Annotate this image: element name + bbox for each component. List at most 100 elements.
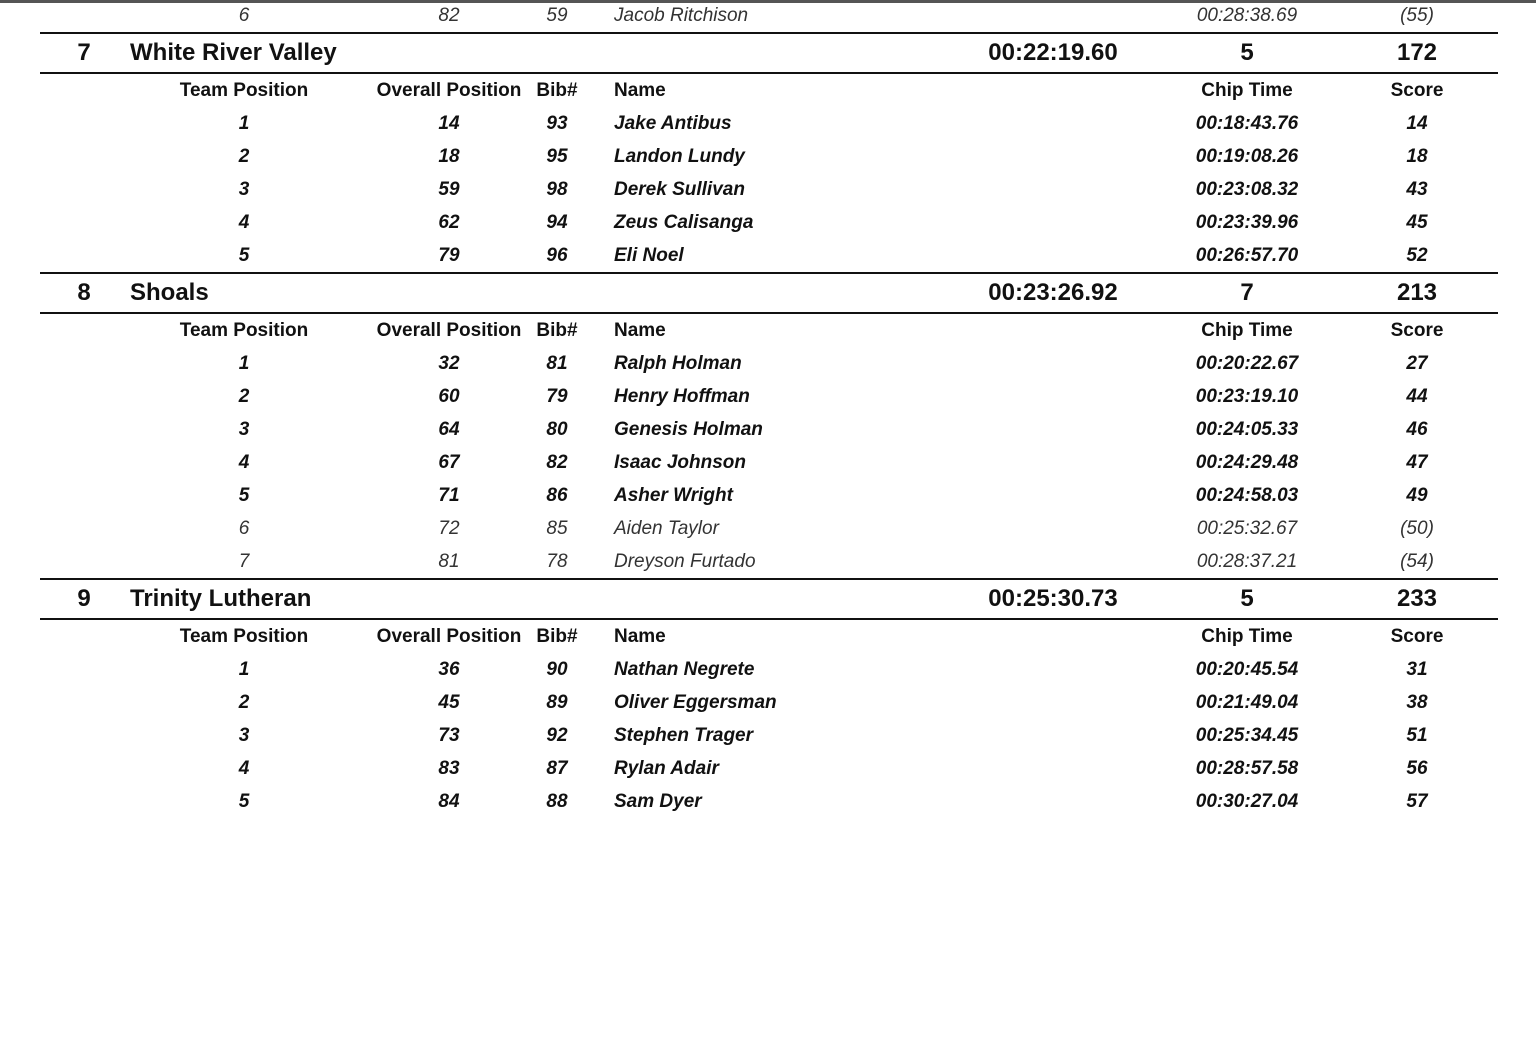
name-cell: Aiden Taylor — [614, 517, 719, 539]
chip-time-cell: 00:23:39.96 — [1195, 211, 1299, 233]
score-cell: 52 — [1406, 244, 1428, 266]
team-position-cell: 2 — [238, 385, 250, 407]
team-rank: 8 — [77, 279, 91, 306]
chip-time-cell: 00:30:27.04 — [1195, 790, 1299, 812]
overall-position-header: Overall Position — [376, 319, 522, 341]
score-cell: 27 — [1406, 352, 1428, 374]
team-position-cell: 3 — [238, 724, 250, 746]
overall-position-cell: 81 — [438, 550, 460, 572]
score-cell: 31 — [1406, 658, 1428, 680]
score-cell: 14 — [1406, 112, 1428, 134]
team-header: 8 Shoals 00:23:26.92 7 213 — [40, 272, 1498, 314]
name-cell: Dreyson Furtado — [614, 550, 756, 572]
runner-row: 2 60 79 Henry Hoffman 00:23:19.10 44 — [0, 380, 1536, 413]
bib-cell: 79 — [546, 385, 568, 407]
name-cell: Nathan Negrete — [614, 658, 755, 680]
overall-position-cell: 45 — [438, 691, 460, 713]
chip-time-header: Chip Time — [1201, 319, 1293, 341]
overall-position-cell: 36 — [438, 658, 460, 680]
runner-row: 1 14 93 Jake Antibus 00:18:43.76 14 — [0, 107, 1536, 140]
chip-time-cell: 00:23:08.32 — [1195, 178, 1299, 200]
chip-time-cell: 00:24:29.48 — [1195, 451, 1299, 473]
window-top-border — [0, 0, 1536, 3]
bib-header: Bib# — [536, 79, 578, 101]
overall-position-cell: 18 — [438, 145, 460, 167]
name-cell: Asher Wright — [614, 484, 733, 506]
team-runner-count: 5 — [1240, 39, 1254, 66]
team-name: White River Valley — [130, 39, 337, 66]
team-name: Shoals — [130, 279, 209, 306]
column-header-row: Team Position Overall Position Bib# Name Chi… — [0, 314, 1536, 347]
overall-position-cell: 79 — [438, 244, 460, 266]
bib-cell: 81 — [546, 352, 568, 374]
team-time: 00:25:30.73 — [988, 585, 1118, 612]
score-cell: 44 — [1406, 385, 1428, 407]
overall-position-cell: 14 — [438, 112, 460, 134]
chip-time-cell: 00:24:05.33 — [1195, 418, 1299, 440]
runner-row: 7 81 78 Dreyson Furtado 00:28:37.21 (54) — [0, 545, 1536, 578]
bib-cell: 90 — [546, 658, 568, 680]
bib-cell: 95 — [546, 145, 568, 167]
team-position-cell: 4 — [238, 451, 250, 473]
team-score: 172 — [1396, 39, 1438, 66]
chip-time-cell: 00:26:57.70 — [1195, 244, 1299, 266]
chip-time-cell: 00:23:19.10 — [1195, 385, 1299, 407]
team-name: Trinity Lutheran — [130, 585, 312, 612]
score-cell: 43 — [1406, 178, 1428, 200]
overall-position-cell: 73 — [438, 724, 460, 746]
team-position-cell: 6 — [238, 5, 250, 26]
chip-time-cell: 00:25:32.67 — [1196, 517, 1298, 539]
score-cell: 49 — [1406, 484, 1428, 506]
runner-row: 4 62 94 Zeus Calisanga 00:23:39.96 45 — [0, 206, 1536, 239]
team-position-cell: 5 — [238, 244, 250, 266]
name-header: Name — [614, 319, 666, 341]
name-cell: Rylan Adair — [614, 757, 719, 779]
chip-time-cell: 00:25:34.45 — [1195, 724, 1299, 746]
chip-time-cell: 00:28:37.21 — [1196, 550, 1298, 572]
score-cell: 18 — [1406, 145, 1428, 167]
overall-position-cell: 62 — [438, 211, 460, 233]
runner-row: 5 71 86 Asher Wright 00:24:58.03 49 — [0, 479, 1536, 512]
team-rank: 7 — [77, 39, 91, 66]
team-results-document: 6 82 59 Jacob Ritchison 00:28:38.69 (55) 7 Whit… — [0, 5, 1536, 812]
score-cell: (50) — [1400, 517, 1434, 539]
score-cell: 57 — [1406, 790, 1428, 812]
score-header: Score — [1390, 319, 1444, 341]
team-position-cell: 5 — [238, 790, 250, 812]
overall-position-cell: 64 — [438, 418, 460, 440]
name-cell: Stephen Trager — [614, 724, 754, 746]
bib-header: Bib# — [536, 625, 578, 647]
bib-header: Bib# — [536, 319, 578, 341]
chip-time-cell: 00:28:38.69 — [1196, 5, 1298, 26]
score-cell: (54) — [1400, 550, 1434, 572]
bib-cell: 87 — [546, 757, 568, 779]
runner-row: 3 59 98 Derek Sullivan 00:23:08.32 43 — [0, 173, 1536, 206]
team-header: 9 Trinity Lutheran 00:25:30.73 5 233 — [40, 578, 1498, 620]
score-cell: 46 — [1406, 418, 1428, 440]
chip-time-cell: 00:20:22.67 — [1195, 352, 1299, 374]
overall-position-cell: 83 — [438, 757, 460, 779]
bib-cell: 96 — [546, 244, 568, 266]
bib-cell: 98 — [546, 178, 568, 200]
column-header-row: Team Position Overall Position Bib# Name Chi… — [0, 74, 1536, 107]
team-position-cell: 2 — [238, 691, 250, 713]
name-cell: Henry Hoffman — [614, 385, 750, 407]
score-cell: 38 — [1406, 691, 1428, 713]
runner-row: 4 83 87 Rylan Adair 00:28:57.58 56 — [0, 752, 1536, 785]
overall-position-cell: 82 — [438, 5, 460, 26]
overall-position-header: Overall Position — [376, 79, 522, 101]
team-position-cell: 1 — [238, 112, 250, 134]
bib-cell: 86 — [546, 484, 568, 506]
chip-time-header: Chip Time — [1201, 79, 1293, 101]
bib-cell: 78 — [546, 550, 568, 572]
team-position-header: Team Position — [179, 79, 309, 101]
team-runner-count: 7 — [1240, 279, 1254, 306]
overall-position-cell: 71 — [438, 484, 460, 506]
bib-cell: 85 — [546, 517, 568, 539]
column-header-row: Team Position Overall Position Bib# Name Chi… — [0, 620, 1536, 653]
score-cell: 45 — [1406, 211, 1428, 233]
overall-position-header: Overall Position — [376, 625, 522, 647]
bib-cell: 88 — [546, 790, 568, 812]
bib-cell: 93 — [546, 112, 568, 134]
chip-time-cell: 00:19:08.26 — [1195, 145, 1299, 167]
